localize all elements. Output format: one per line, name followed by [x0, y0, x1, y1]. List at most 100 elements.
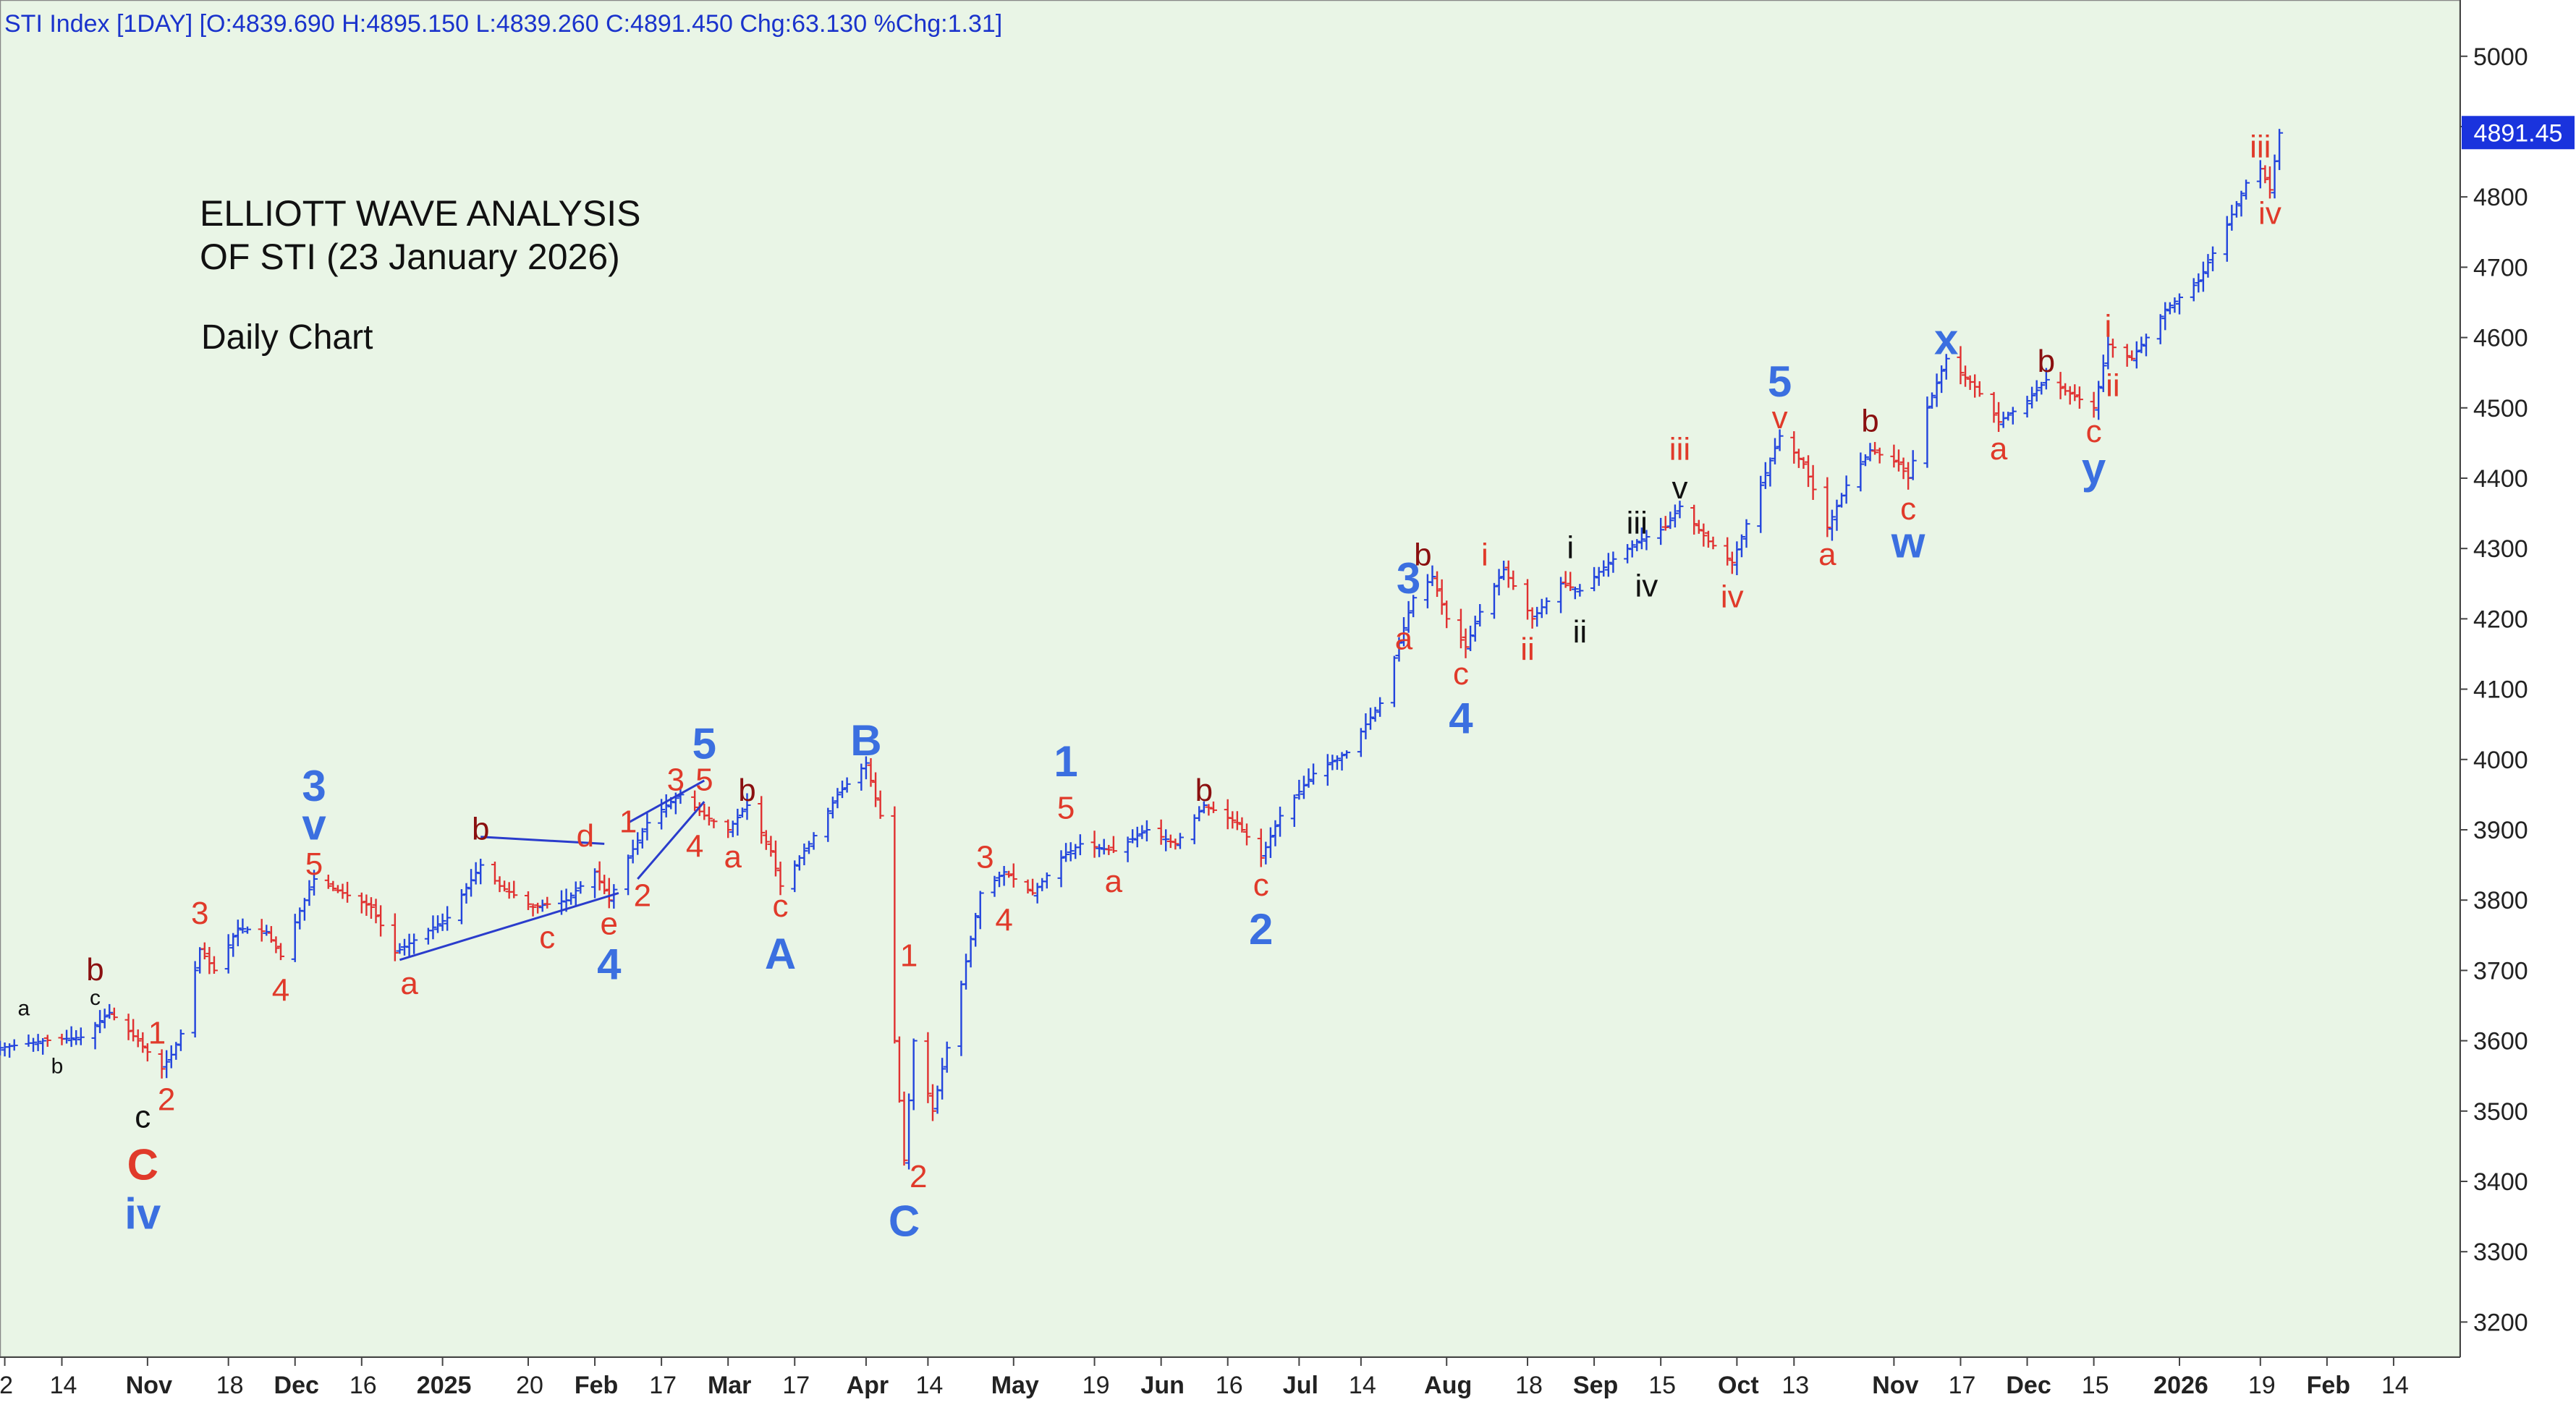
last-price-label: 4891.45 — [2474, 119, 2563, 147]
x-tick-label: 18 — [216, 1372, 244, 1399]
wave-label: 4 — [597, 940, 622, 989]
wave-label: 4 — [686, 828, 703, 864]
wave-label: a — [1395, 621, 1413, 657]
wave-label: a — [18, 996, 30, 1020]
wave-label: b — [472, 811, 489, 846]
x-tick-label: 19 — [2248, 1372, 2276, 1399]
wave-label: A — [765, 930, 796, 978]
x-tick-label: Jun — [1140, 1372, 1184, 1399]
y-tick-label: 3200 — [2473, 1309, 2528, 1336]
wave-label: iv — [1635, 569, 1658, 604]
y-tick-label: 3900 — [2473, 817, 2528, 844]
wave-label: c — [539, 920, 555, 956]
wave-label: a — [1818, 537, 1836, 572]
y-tick-label: 4800 — [2473, 184, 2528, 211]
wave-label: 2 — [910, 1159, 927, 1194]
y-tick-label: 4400 — [2473, 465, 2528, 493]
wave-label: x — [1934, 315, 1958, 364]
wave-label: c — [90, 986, 101, 1010]
wave-label: 2 — [634, 878, 651, 913]
annotation-line-3: Daily Chart — [201, 318, 373, 357]
annotation-line-1: ELLIOTT WAVE ANALYSIS — [200, 193, 640, 234]
x-tick-label: Jul — [1283, 1372, 1318, 1399]
y-tick-label: 4500 — [2473, 395, 2528, 422]
y-tick-label: 3800 — [2473, 887, 2528, 914]
wave-label: 1 — [900, 938, 918, 973]
x-tick-label: 16 — [1216, 1372, 1243, 1399]
wave-label: i — [2104, 308, 2111, 344]
wave-label: 5 — [695, 762, 713, 797]
x-tick-label: Nov — [1872, 1372, 1918, 1399]
plot-background — [0, 0, 2460, 1357]
y-tick-label: 4100 — [2473, 676, 2528, 704]
wave-label: 3 — [191, 896, 208, 931]
wave-label: 2 — [1249, 905, 1273, 954]
wave-label: a — [400, 966, 418, 1001]
wave-label: ii — [2106, 368, 2120, 404]
x-axis: 2 14 Nov 18 Dec 16 2025 20 Feb 17 Mar 17 Apr 14 May 19 J… — [0, 1357, 2409, 1399]
wave-label: y — [2082, 444, 2106, 493]
x-tick-label: 17 — [782, 1372, 810, 1399]
last-price-tag: 4891.45 — [2462, 116, 2575, 150]
x-tick-label: 2 — [0, 1372, 13, 1399]
x-tick-label: May — [991, 1372, 1039, 1399]
y-tick-label: 4200 — [2473, 606, 2528, 633]
last-price-badge — [2462, 116, 2575, 150]
wave-label: b — [1414, 537, 1431, 572]
x-tick-label: 17 — [649, 1372, 677, 1399]
x-tick-label: Aug — [1424, 1372, 1472, 1399]
trendline — [627, 779, 706, 824]
wave-labels: abcb12cCiv345v3abcde4123455abcAB12C3451a… — [18, 129, 2281, 1246]
wave-label: iii — [2250, 129, 2271, 165]
x-tick-label: 14 — [2381, 1372, 2409, 1399]
wave-label: b — [738, 773, 755, 808]
x-tick-label: 13 — [1781, 1372, 1809, 1399]
x-tick-label: 17 — [1949, 1372, 1976, 1399]
wave-label: 5 — [1057, 790, 1075, 825]
x-tick-label: 14 — [915, 1372, 943, 1399]
wave-label: d — [577, 818, 594, 854]
wave-label: a — [1990, 431, 2008, 467]
x-tick-label: Apr — [847, 1372, 889, 1399]
wave-label: i — [1567, 530, 1574, 566]
y-tick-label: 3300 — [2473, 1239, 2528, 1266]
wave-label: v — [1672, 470, 1687, 506]
price-bars — [0, 129, 2284, 1170]
trendline — [399, 892, 619, 961]
trendline — [637, 801, 706, 880]
trendlines — [399, 779, 706, 961]
wave-label: c — [1900, 491, 1916, 527]
x-tick-label: 18 — [1515, 1372, 1543, 1399]
x-tick-label: Mar — [708, 1372, 751, 1399]
y-axis: 3200 3300 3400 3500 3600 3700 3800 3900 4000 4100… — [2460, 43, 2528, 1336]
x-tick-label: 15 — [2082, 1372, 2109, 1399]
y-tick-label: 4600 — [2473, 325, 2528, 352]
x-tick-label: 19 — [1082, 1372, 1110, 1399]
wave-label: 5 — [1768, 357, 1792, 406]
wave-label: iv — [1721, 579, 1744, 614]
wave-label: 1 — [619, 804, 637, 840]
wave-label: b — [1861, 404, 1878, 439]
wave-label: 1 — [148, 1015, 166, 1050]
wave-label: 4 — [272, 973, 289, 1008]
y-tick-label: 3600 — [2473, 1028, 2528, 1056]
trendline — [480, 836, 605, 845]
x-tick-label: 2026 — [2153, 1372, 2208, 1399]
wave-label: c — [1253, 867, 1269, 903]
wave-label: c — [2086, 414, 2102, 449]
wave-label: 4 — [1449, 694, 1473, 742]
y-tick-label: 3400 — [2473, 1168, 2528, 1196]
wave-label: C — [127, 1141, 158, 1189]
wave-label: 3 — [302, 762, 326, 810]
wave-label: e — [601, 906, 618, 941]
chart-title: STI Index [1DAY] [O:4839.690 H:4895.150 … — [4, 10, 1002, 38]
wave-label: 3 — [1397, 554, 1420, 603]
wave-label: i — [1481, 537, 1488, 572]
wave-label: B — [850, 716, 881, 765]
x-tick-label: 14 — [1349, 1372, 1376, 1399]
wave-label: ii — [1520, 632, 1535, 667]
x-tick-label: 15 — [1648, 1372, 1676, 1399]
annotation-line-2: OF STI (23 January 2026) — [200, 237, 620, 277]
